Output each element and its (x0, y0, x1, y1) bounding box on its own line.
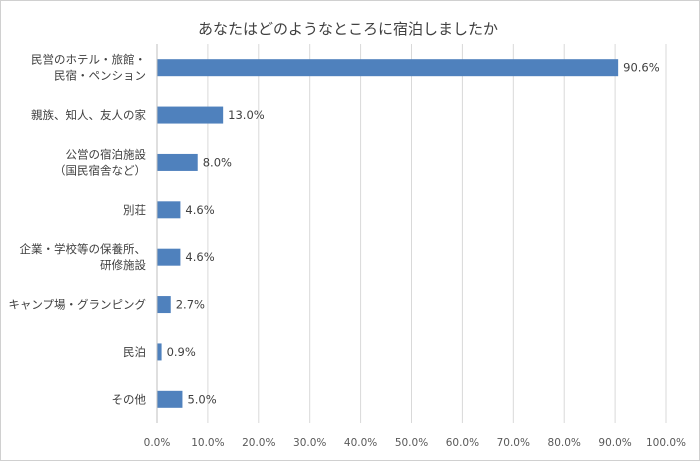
bar (157, 343, 162, 361)
data-label: 4.6% (185, 250, 214, 264)
gridlines (156, 44, 667, 423)
bar (157, 59, 619, 77)
data-label: 90.6% (623, 61, 660, 75)
data-label: 5.0% (187, 392, 216, 406)
x-tick-label: 30.0% (293, 437, 326, 449)
bar (157, 248, 181, 266)
chart-title: あなたはどのようなところに宿泊しましたか (198, 20, 498, 38)
category-label: 研修施設 (100, 258, 146, 272)
category-label: その他 (112, 392, 147, 406)
x-tick-label: 90.0% (598, 437, 631, 449)
x-tick-label: 50.0% (395, 437, 428, 449)
bar (157, 390, 183, 408)
x-tick-label: 70.0% (497, 437, 530, 449)
x-tick-label: 10.0% (191, 437, 224, 449)
data-label: 8.0% (203, 155, 232, 169)
x-tick-label: 20.0% (242, 437, 275, 449)
x-tick-label: 40.0% (344, 437, 377, 449)
x-axis-ticks: 0.0% 10.0% 20.0% 30.0% 40.0% 50.0% 60.0% 70.0% 8… (144, 437, 686, 449)
x-tick-label: 100.0% (646, 437, 686, 449)
category-label: 民宿・ペンション (54, 69, 146, 83)
category-label: 民営のホテル・旅館・ (31, 53, 146, 67)
data-label: 0.9% (167, 345, 196, 359)
data-labels: 90.6% 13.0% 8.0% 4.6% 4.6% 2.7% 0.9% 5.0% (167, 61, 660, 407)
category-label: 民泊 (123, 345, 146, 359)
bar (157, 106, 224, 124)
x-tick-label: 80.0% (548, 437, 581, 449)
category-label: キャンプ場・グランピング (8, 298, 146, 312)
category-label: 別荘 (123, 203, 146, 217)
data-label: 4.6% (185, 203, 214, 217)
bar (157, 153, 198, 171)
category-label: 親族、知人、友人の家 (31, 108, 146, 122)
category-label: （国民宿舎など） (54, 163, 146, 177)
data-label: 13.0% (228, 108, 265, 122)
category-label: 企業・学校等の保養所、 (20, 242, 147, 256)
bar (157, 296, 171, 314)
category-label: 公営の宿泊施設 (66, 147, 147, 161)
bar (157, 201, 181, 219)
data-label: 2.7% (176, 298, 205, 312)
x-tick-label: 60.0% (446, 437, 479, 449)
bars (157, 59, 619, 408)
x-tick-label: 0.0% (144, 437, 171, 449)
